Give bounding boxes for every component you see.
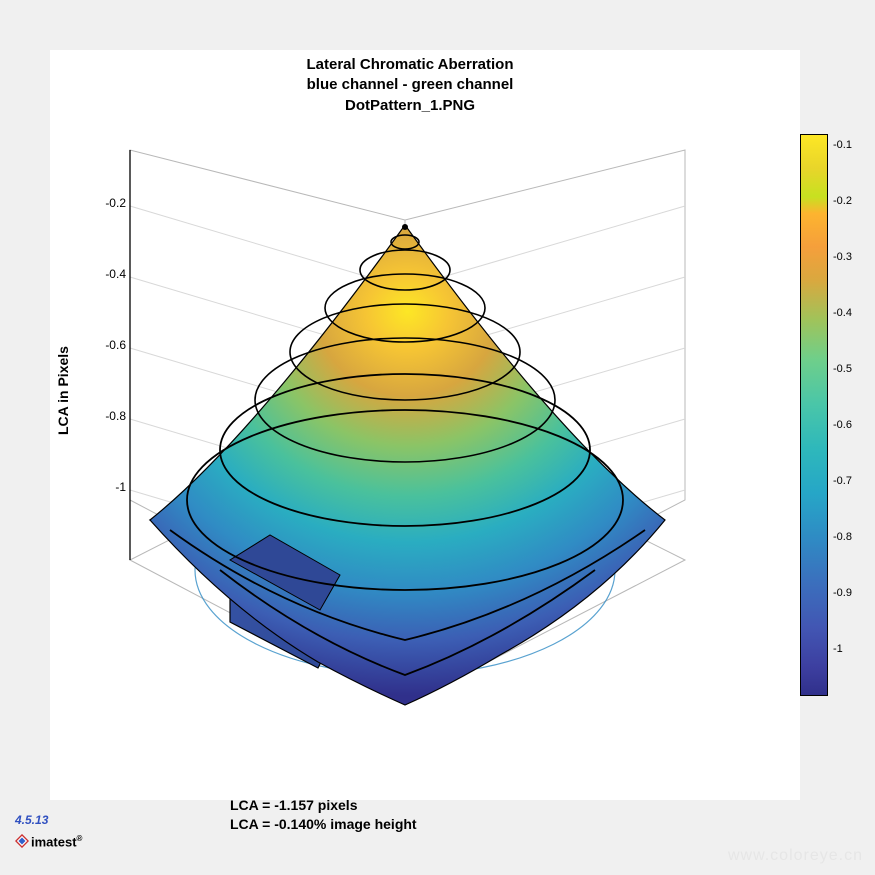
summary-text: LCA = -1.157 pixels LCA = -0.140% image … [230,796,417,835]
colorbar-tick: -0.1 [833,139,873,151]
summary-line-1: LCA = -1.157 pixels [230,796,417,816]
z-tick: -1 [86,480,126,494]
title-line-2: blue channel - green channel [0,75,820,95]
brand-name: imatest [31,834,77,849]
colorbar-tick: -0.6 [833,419,873,431]
colorbar-tick: -0.4 [833,307,873,319]
chart-title: Lateral Chromatic Aberration blue channe… [0,55,820,116]
brand-logo: imatest® [15,834,82,849]
z-tick: -0.2 [86,196,126,210]
colorbar-tick: -0.3 [833,251,873,263]
colorbar-tick: -0.5 [833,363,873,375]
summary-line-2: LCA = -0.140% image height [230,815,417,835]
surface-plot [80,130,760,780]
title-line-3: DotPattern_1.PNG [0,96,820,116]
colorbar-tick: -0.2 [833,195,873,207]
colorbar-tick: -0.9 [833,587,873,599]
z-axis-label: LCA in Pixels [55,346,71,435]
colorbar-tick: -0.7 [833,475,873,487]
watermark: www.coloreye.cn [728,847,863,865]
colorbar-gradient [801,135,827,695]
colorbar-tick: -0.8 [833,531,873,543]
imatest-icon [15,834,29,848]
version-text: 4.5.13 [15,813,48,827]
brand-reg: ® [77,834,83,843]
title-line-1: Lateral Chromatic Aberration [0,55,820,75]
z-tick: -0.6 [86,338,126,352]
z-tick: -0.4 [86,267,126,281]
z-tick: -0.8 [86,409,126,423]
colorbar: -0.1 -0.2 -0.3 -0.4 -0.5 -0.6 -0.7 -0.8 … [801,135,827,695]
colorbar-tick: -1 [833,643,873,655]
